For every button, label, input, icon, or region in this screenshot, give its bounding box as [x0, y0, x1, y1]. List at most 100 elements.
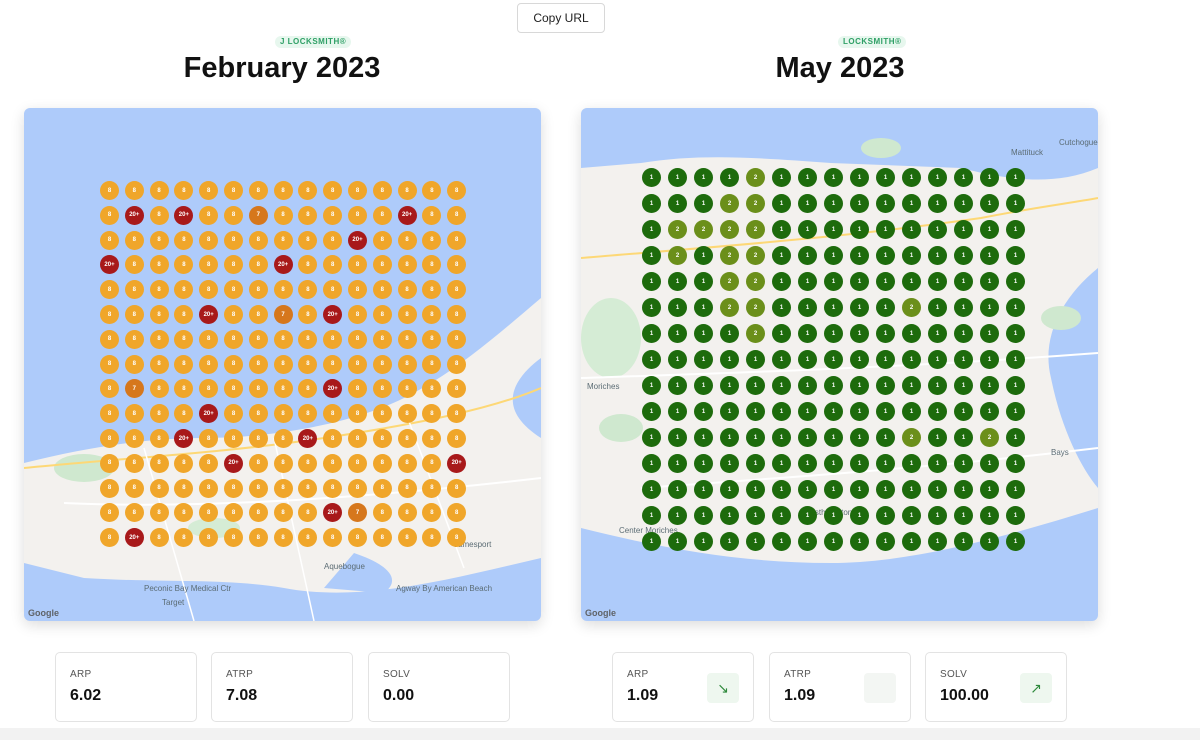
- rank-pin[interactable]: 8: [422, 453, 442, 473]
- rank-pin[interactable]: 1: [668, 194, 687, 213]
- rank-pin[interactable]: 8: [224, 181, 243, 200]
- rank-pin[interactable]: 1: [876, 532, 895, 551]
- rank-pin[interactable]: 2: [746, 272, 765, 291]
- rank-pin[interactable]: 1: [850, 532, 869, 551]
- rank-pin[interactable]: 8: [273, 503, 293, 523]
- rank-pin[interactable]: 8: [397, 503, 417, 523]
- rank-pin[interactable]: 8: [248, 379, 268, 399]
- rank-pin[interactable]: 1: [746, 376, 765, 395]
- rank-pin[interactable]: 1: [1006, 376, 1025, 395]
- rank-pin[interactable]: 1: [954, 532, 973, 551]
- rank-pin[interactable]: 7: [273, 305, 293, 324]
- rank-pin[interactable]: 1: [798, 168, 817, 187]
- rank-pin[interactable]: 1: [694, 376, 713, 395]
- rank-pin[interactable]: 7: [348, 503, 367, 523]
- rank-pin[interactable]: 8: [174, 379, 194, 399]
- rank-pin[interactable]: 2: [720, 298, 739, 317]
- rank-pin[interactable]: 2: [720, 194, 739, 213]
- rank-pin[interactable]: 8: [397, 528, 417, 548]
- rank-pin[interactable]: 1: [850, 376, 869, 395]
- rank-pin[interactable]: 8: [100, 503, 119, 523]
- rank-pin[interactable]: 8: [397, 181, 417, 200]
- rank-pin[interactable]: 8: [100, 230, 119, 250]
- rank-pin[interactable]: 1: [694, 402, 713, 421]
- rank-pin[interactable]: 8: [100, 478, 119, 498]
- rank-pin[interactable]: 1: [876, 272, 895, 291]
- rank-pin[interactable]: 1: [902, 168, 921, 187]
- rank-pin[interactable]: 8: [124, 280, 144, 300]
- rank-pin[interactable]: 8: [124, 404, 144, 424]
- rank-pin[interactable]: 8: [174, 280, 194, 300]
- rank-pin[interactable]: 8: [372, 528, 392, 548]
- rank-pin[interactable]: 8: [397, 305, 417, 324]
- rank-pin[interactable]: 8: [199, 453, 219, 473]
- rank-pin[interactable]: 2: [980, 428, 999, 447]
- rank-pin[interactable]: 8: [124, 329, 144, 349]
- rank-pin[interactable]: 1: [798, 428, 817, 447]
- rank-pin[interactable]: 8: [100, 305, 119, 324]
- rank-pin[interactable]: 8: [174, 503, 194, 523]
- rank-pin[interactable]: 1: [902, 246, 921, 265]
- rank-pin[interactable]: 1: [746, 350, 765, 369]
- rank-pin[interactable]: 1: [824, 402, 843, 421]
- rank-pin[interactable]: 8: [397, 453, 417, 473]
- rank-pin[interactable]: 8: [447, 205, 467, 225]
- rank-pin[interactable]: 8: [422, 329, 442, 349]
- rank-pin[interactable]: 8: [422, 230, 442, 250]
- rank-pin[interactable]: 20+: [100, 255, 119, 275]
- rank-pin[interactable]: 8: [372, 429, 392, 448]
- rank-pin[interactable]: 1: [902, 480, 921, 499]
- rank-pin[interactable]: 8: [248, 429, 268, 448]
- rank-pin[interactable]: 1: [850, 298, 869, 317]
- rank-pin[interactable]: 1: [928, 532, 947, 551]
- rank-pin[interactable]: 8: [372, 205, 392, 225]
- rank-pin[interactable]: 8: [447, 255, 467, 275]
- rank-pin[interactable]: 20+: [273, 255, 293, 275]
- rank-pin[interactable]: 2: [694, 220, 713, 239]
- rank-pin[interactable]: 1: [980, 532, 999, 551]
- rank-pin[interactable]: 8: [124, 181, 144, 200]
- rank-pin[interactable]: 1: [928, 428, 947, 447]
- rank-pin[interactable]: 8: [298, 528, 318, 548]
- rank-pin[interactable]: 2: [746, 324, 765, 343]
- rank-pin[interactable]: 1: [642, 428, 661, 447]
- rank-pin[interactable]: 1: [876, 454, 895, 473]
- rank-pin[interactable]: 2: [902, 428, 921, 447]
- rank-pin[interactable]: 1: [850, 428, 869, 447]
- rank-pin[interactable]: 1: [642, 480, 661, 499]
- rank-pin[interactable]: 8: [224, 329, 243, 349]
- rank-pin[interactable]: 8: [199, 280, 219, 300]
- rank-pin[interactable]: 8: [224, 205, 243, 225]
- rank-pin[interactable]: 8: [149, 429, 169, 448]
- rank-pin[interactable]: 1: [980, 298, 999, 317]
- rank-pin[interactable]: 1: [980, 506, 999, 525]
- rank-pin[interactable]: 1: [798, 246, 817, 265]
- rank-pin[interactable]: 8: [248, 181, 268, 200]
- rank-pin[interactable]: 1: [928, 506, 947, 525]
- rank-pin[interactable]: 8: [199, 329, 219, 349]
- rank-pin[interactable]: 1: [798, 272, 817, 291]
- rank-pin[interactable]: 1: [720, 350, 739, 369]
- rank-pin[interactable]: 8: [422, 379, 442, 399]
- rank-pin[interactable]: 1: [1006, 402, 1025, 421]
- rank-pin[interactable]: 1: [668, 168, 687, 187]
- rank-pin[interactable]: 1: [876, 506, 895, 525]
- rank-pin[interactable]: 1: [720, 454, 739, 473]
- rank-pin[interactable]: 1: [1006, 246, 1025, 265]
- rank-pin[interactable]: 8: [372, 181, 392, 200]
- rank-pin[interactable]: 8: [397, 379, 417, 399]
- rank-pin[interactable]: 8: [298, 230, 318, 250]
- rank-pin[interactable]: 20+: [323, 503, 343, 523]
- rank-pin[interactable]: 1: [772, 220, 791, 239]
- rank-pin[interactable]: 8: [199, 379, 219, 399]
- rank-pin[interactable]: 2: [746, 168, 765, 187]
- rank-pin[interactable]: 8: [397, 429, 417, 448]
- rank-pin[interactable]: 8: [199, 503, 219, 523]
- rank-pin[interactable]: 1: [668, 506, 687, 525]
- rank-pin[interactable]: 1: [980, 272, 999, 291]
- rank-pin[interactable]: 1: [668, 402, 687, 421]
- rank-pin[interactable]: 8: [149, 404, 169, 424]
- rank-pin[interactable]: 1: [798, 194, 817, 213]
- rank-pin[interactable]: 8: [199, 429, 219, 448]
- rank-pin[interactable]: 2: [746, 298, 765, 317]
